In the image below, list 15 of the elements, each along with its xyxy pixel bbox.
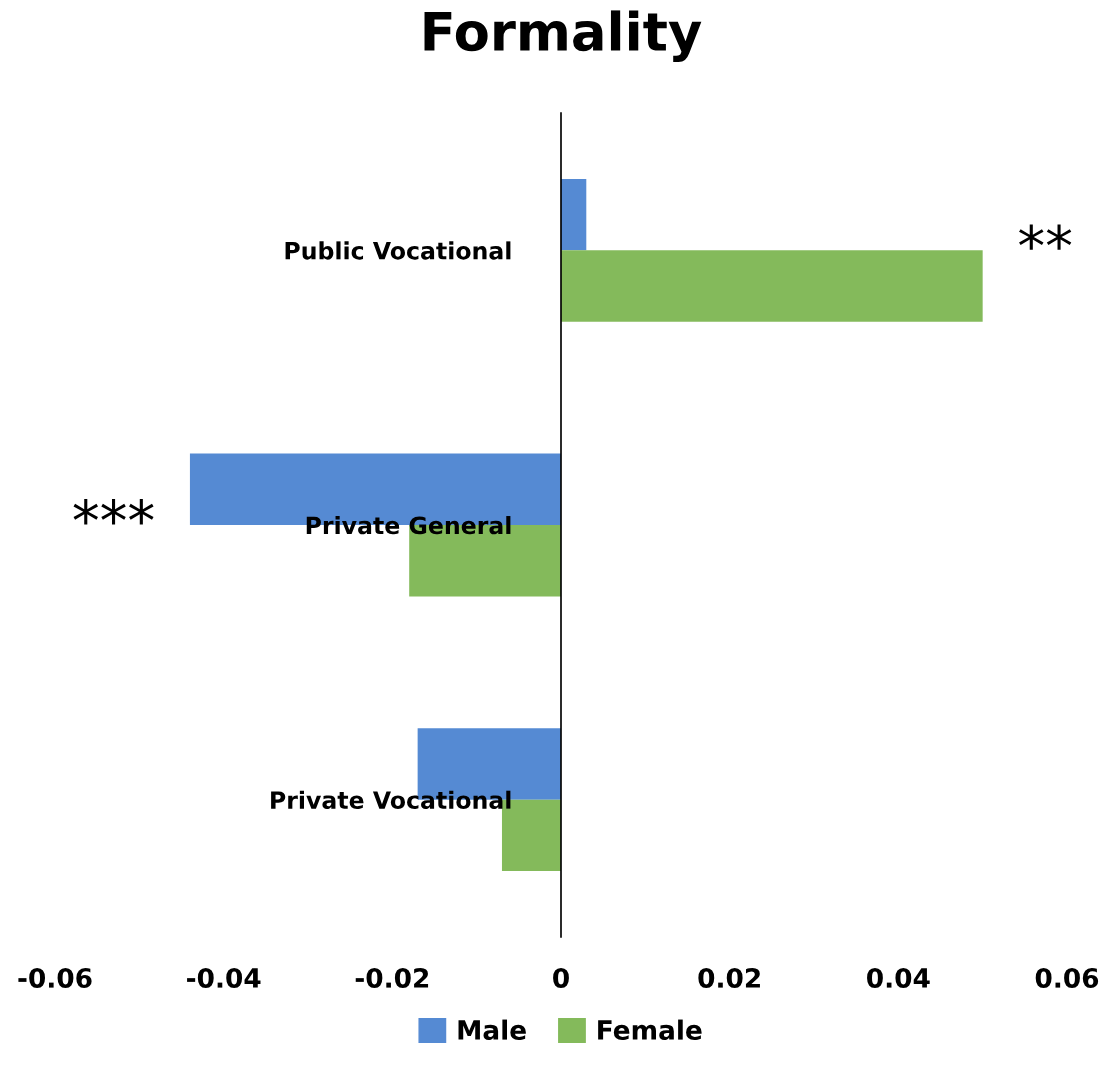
legend-label: Female xyxy=(598,1019,702,1040)
annotation: ** xyxy=(1019,224,1072,250)
x-tick-label: 0.06 xyxy=(1035,968,1099,988)
x-tick-label: -0.06 xyxy=(18,968,92,988)
legend-label: Male xyxy=(458,1019,526,1040)
x-tick-label: 0.02 xyxy=(698,968,760,988)
x-tick-label: -0.04 xyxy=(187,968,261,988)
bar xyxy=(561,178,587,251)
bar xyxy=(561,250,983,322)
x-tick-label: -0.02 xyxy=(355,968,429,988)
y-tick-label: Public Vocational xyxy=(285,241,511,260)
chart-title: Formality xyxy=(424,10,702,62)
x-tick-label: 0.04 xyxy=(867,968,930,988)
annotation: *** xyxy=(73,499,154,525)
x-tick-label: 0 xyxy=(553,968,569,988)
